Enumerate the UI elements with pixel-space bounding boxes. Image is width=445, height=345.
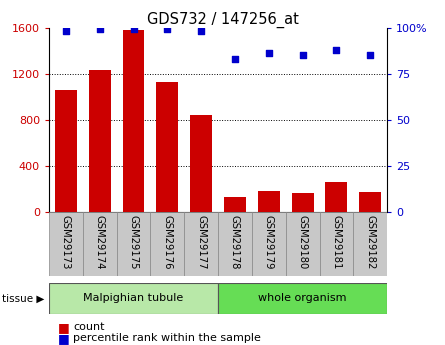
Text: GSM29182: GSM29182 xyxy=(365,215,375,270)
Point xyxy=(367,52,374,58)
Text: GSM29179: GSM29179 xyxy=(264,215,274,270)
Bar xyxy=(258,191,280,212)
Text: count: count xyxy=(73,322,105,332)
Text: Malpighian tubule: Malpighian tubule xyxy=(83,294,184,303)
Bar xyxy=(89,70,111,212)
Bar xyxy=(150,212,184,276)
Bar xyxy=(224,197,246,212)
Text: ■: ■ xyxy=(58,321,69,334)
Bar xyxy=(49,212,83,276)
Text: percentile rank within the sample: percentile rank within the sample xyxy=(73,333,261,343)
Point xyxy=(198,29,205,34)
Text: ■: ■ xyxy=(58,332,69,345)
Bar xyxy=(359,192,381,212)
Bar xyxy=(252,212,286,276)
Point xyxy=(164,27,171,32)
Bar xyxy=(218,212,252,276)
Text: GSM29176: GSM29176 xyxy=(162,215,172,270)
Bar xyxy=(117,212,150,276)
Point xyxy=(333,47,340,52)
Text: tissue ▶: tissue ▶ xyxy=(2,294,44,303)
Bar xyxy=(49,283,218,314)
Text: GSM29175: GSM29175 xyxy=(129,215,138,270)
Bar xyxy=(320,212,353,276)
Bar xyxy=(325,182,348,212)
Point xyxy=(96,27,103,32)
Text: GSM29177: GSM29177 xyxy=(196,215,206,270)
Text: GSM29174: GSM29174 xyxy=(95,215,105,270)
Bar xyxy=(353,212,387,276)
Point xyxy=(130,27,137,32)
Bar xyxy=(83,212,117,276)
Bar xyxy=(184,212,218,276)
Bar xyxy=(55,90,77,212)
Text: GSM29181: GSM29181 xyxy=(332,215,341,270)
Bar xyxy=(286,212,320,276)
Point xyxy=(231,56,239,62)
Point xyxy=(299,52,306,58)
Point xyxy=(265,51,272,56)
Bar xyxy=(218,283,387,314)
Point xyxy=(62,29,69,34)
Bar xyxy=(190,115,212,212)
Text: GSM29173: GSM29173 xyxy=(61,215,71,270)
Bar xyxy=(291,193,314,212)
Text: GSM29180: GSM29180 xyxy=(298,215,307,269)
Text: whole organism: whole organism xyxy=(259,294,347,303)
Text: GDS732 / 147256_at: GDS732 / 147256_at xyxy=(146,12,299,28)
Bar xyxy=(122,30,145,212)
Text: GSM29178: GSM29178 xyxy=(230,215,240,270)
Bar xyxy=(156,82,178,212)
